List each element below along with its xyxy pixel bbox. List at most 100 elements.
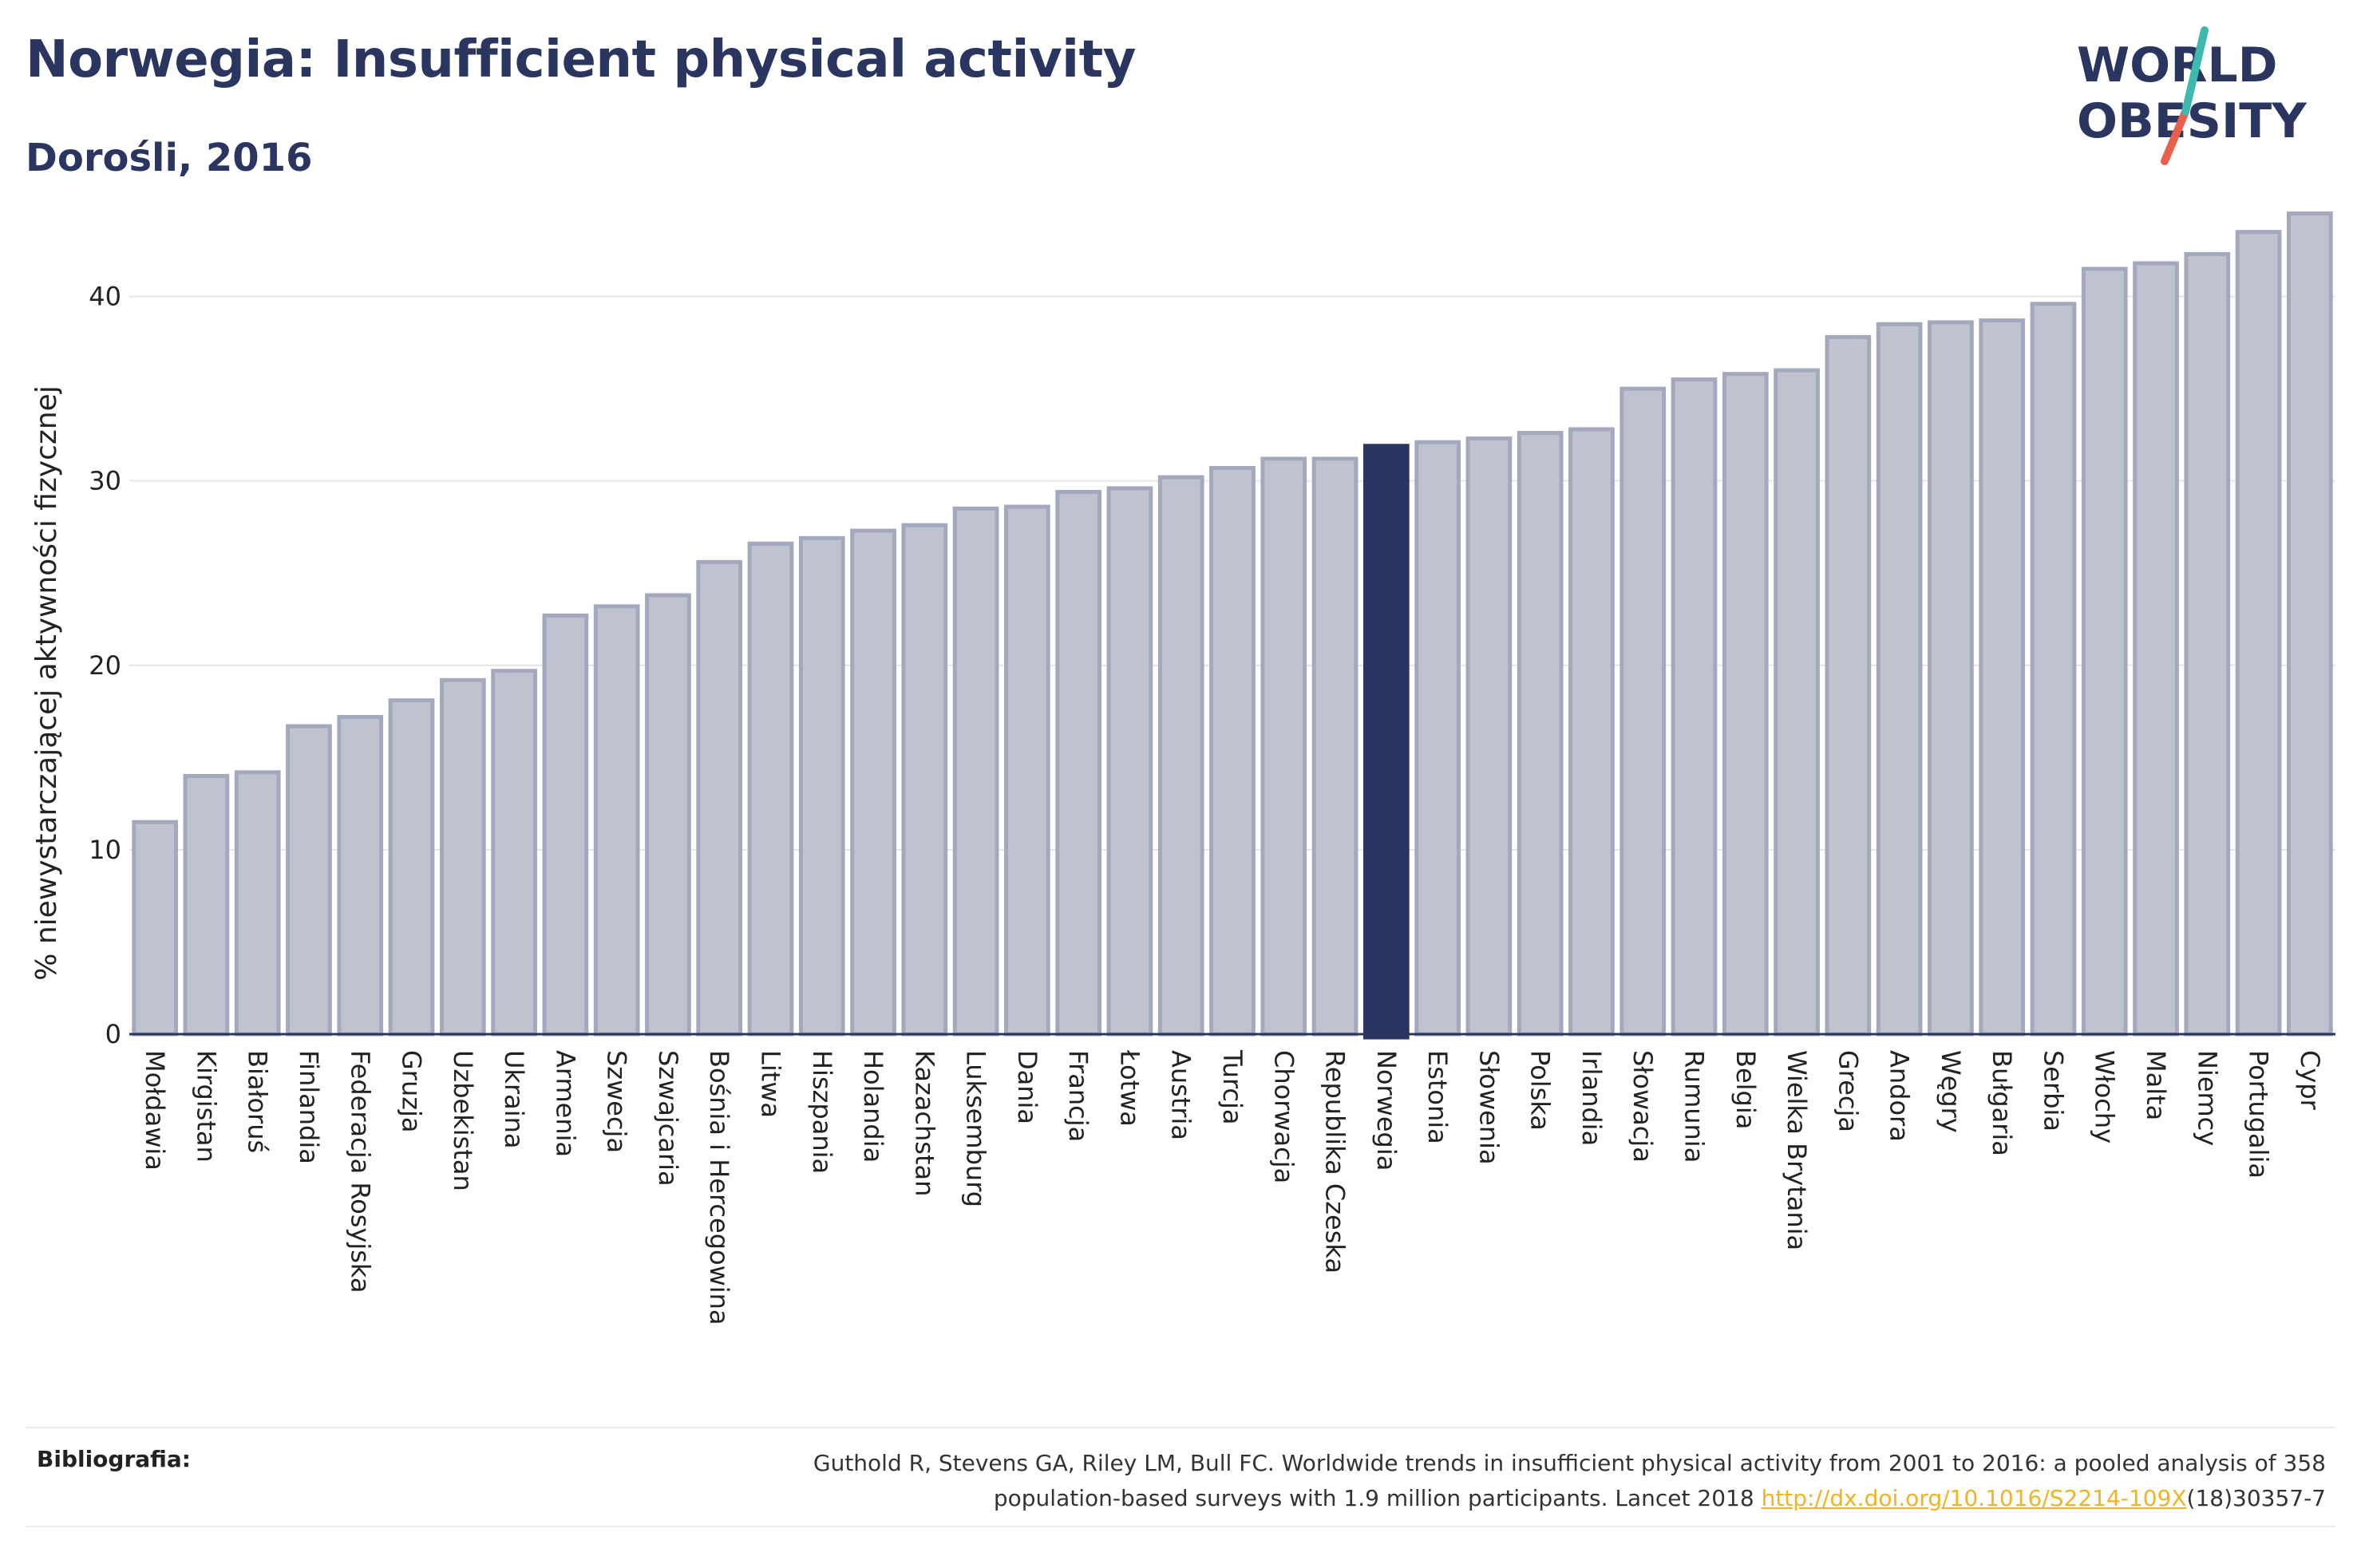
- bar: [542, 613, 589, 1037]
- y-tick-label: 10: [89, 835, 121, 865]
- bar: [234, 770, 281, 1037]
- x-tick-label: Rumunia: [1679, 1050, 1710, 1163]
- logo-graphic: WORLD OBESITY: [2077, 26, 2308, 165]
- bar: [1055, 490, 1102, 1037]
- x-tick-label: Francja: [1063, 1050, 1093, 1142]
- bar: [1106, 486, 1153, 1037]
- bar: [1260, 456, 1307, 1037]
- bar: [1619, 386, 1667, 1037]
- y-tick-label: 20: [89, 650, 121, 681]
- bar: [491, 669, 537, 1037]
- x-tick-label: Uzbekistan: [448, 1050, 478, 1191]
- bibliography-doi-link[interactable]: http://dx.doi.org/10.1016/S2214-109X: [1761, 1485, 2187, 1511]
- bar: [593, 604, 640, 1037]
- bar: [901, 523, 948, 1037]
- bar: [183, 773, 230, 1037]
- bar: [1209, 465, 1256, 1037]
- bibliography-label: Bibliografia:: [37, 1446, 192, 1472]
- bar: [2184, 251, 2231, 1037]
- footer-divider-bottom: [26, 1526, 2335, 1527]
- x-tick-label: Węgry: [1936, 1050, 1966, 1133]
- x-tick-label: Armenia: [550, 1050, 580, 1157]
- bar: [2287, 211, 2333, 1037]
- x-tick-label: Serbia: [2038, 1050, 2068, 1132]
- x-tick-label: Grecja: [1833, 1050, 1863, 1132]
- bar: [1568, 427, 1615, 1037]
- x-tick-label: Cypr: [2295, 1050, 2325, 1111]
- x-tick-label: Portugalia: [2244, 1050, 2274, 1179]
- footer-divider-top: [26, 1427, 2335, 1428]
- bar: [1004, 504, 1050, 1037]
- axes: 0 10 20 30 40 Mołdawia Kirgistan Białoruś Finlan…: [89, 282, 2335, 1325]
- bar: [1414, 440, 1461, 1037]
- x-tick-label: Republika Czeska: [1320, 1050, 1351, 1274]
- x-tick-label: Kirgistan: [191, 1050, 221, 1163]
- bar: [2133, 261, 2179, 1037]
- bibliography-line-1: Guthold R, Stevens GA, Riley LM, Bull FC…: [813, 1450, 2326, 1476]
- logo-slash-lower: [2161, 108, 2189, 165]
- x-tick-label: Chorwacja: [1268, 1050, 1299, 1183]
- bar: [2235, 230, 2282, 1037]
- x-tick-label: Andora: [1884, 1050, 1915, 1142]
- x-tick-label: Włochy: [2090, 1050, 2120, 1143]
- x-tick-label: Turcja: [1217, 1049, 1248, 1125]
- bar-highlight: [1362, 444, 1410, 1040]
- x-tick-label: Austria: [1166, 1050, 1196, 1140]
- x-tick-label: Mołdawia: [140, 1050, 170, 1171]
- x-tick-label: Federacja Rosyjska: [345, 1050, 375, 1294]
- x-tick-label: Luksemburg: [961, 1050, 991, 1207]
- x-tick-label: Kazachstan: [909, 1050, 939, 1196]
- y-tick-label: 0: [105, 1019, 121, 1049]
- bibliography-text: Guthold R, Stevens GA, Riley LM, Bull FC…: [426, 1446, 2326, 1516]
- y-tick-label: 30: [89, 466, 121, 496]
- x-tick-label: Finlandia: [294, 1050, 324, 1164]
- bar: [1671, 377, 1718, 1037]
- x-tick-label: Słowacja: [1627, 1050, 1658, 1163]
- x-tick-label: Szwajcaria: [653, 1050, 683, 1187]
- x-tick-label: Gruzja: [397, 1050, 427, 1133]
- bar: [645, 593, 691, 1037]
- bar: [850, 528, 896, 1037]
- bar-chart: 0 10 20 30 40 Mołdawia Kirgistan Białoruś Finlan…: [30, 211, 2335, 1325]
- bar: [1928, 320, 1974, 1037]
- bar: [1774, 368, 1820, 1037]
- bar: [1517, 431, 1564, 1037]
- bar: [1465, 436, 1513, 1037]
- logo-slash-upper: [2181, 26, 2209, 116]
- bar: [2030, 302, 2077, 1037]
- bar: [439, 677, 486, 1037]
- x-tick-label: Litwa: [755, 1050, 785, 1118]
- bar: [798, 535, 845, 1037]
- x-tick-label: Ukraina: [499, 1050, 529, 1149]
- x-tick-label: Bułgaria: [1987, 1050, 2017, 1156]
- x-tick-label: Bośnia i Hercegowina: [704, 1050, 734, 1325]
- chart-title: Norwegia: Insufficient physical activity: [26, 30, 1136, 89]
- bar: [2081, 267, 2128, 1037]
- x-tick-label: Polska: [1525, 1050, 1556, 1131]
- bar: [1825, 334, 1872, 1037]
- bar: [1979, 318, 2026, 1037]
- x-tick-label: Holandia: [858, 1050, 888, 1163]
- bar: [1876, 322, 1923, 1037]
- bars: [132, 211, 2333, 1040]
- x-tick-label: Malta: [2141, 1050, 2171, 1120]
- y-axis-label: % niewystarczającej aktywności fizycznej: [30, 385, 63, 981]
- bibliography-line-2: population-based surveys with 1.9 millio…: [993, 1485, 1762, 1511]
- x-tick-label: Dania: [1012, 1050, 1042, 1124]
- x-tick-label: Szwecja: [602, 1050, 632, 1153]
- logo-line-1: WORLD: [2077, 38, 2277, 93]
- bar: [1311, 456, 1358, 1037]
- bar: [337, 714, 384, 1037]
- bar: [132, 820, 178, 1037]
- bar: [747, 541, 794, 1037]
- x-tick-label: Niemcy: [2192, 1050, 2222, 1146]
- x-tick-label: Estonia: [1422, 1050, 1453, 1144]
- bar: [952, 506, 999, 1037]
- world-obesity-logo: WORLD OBESITY: [2075, 24, 2347, 168]
- bar: [286, 724, 332, 1037]
- bar: [1157, 475, 1204, 1037]
- bar: [696, 559, 743, 1037]
- x-tick-label: Łotwa: [1114, 1049, 1145, 1127]
- x-tick-label: Norwegia: [1371, 1050, 1402, 1171]
- chart-subtitle: Dorośli, 2016: [26, 136, 313, 180]
